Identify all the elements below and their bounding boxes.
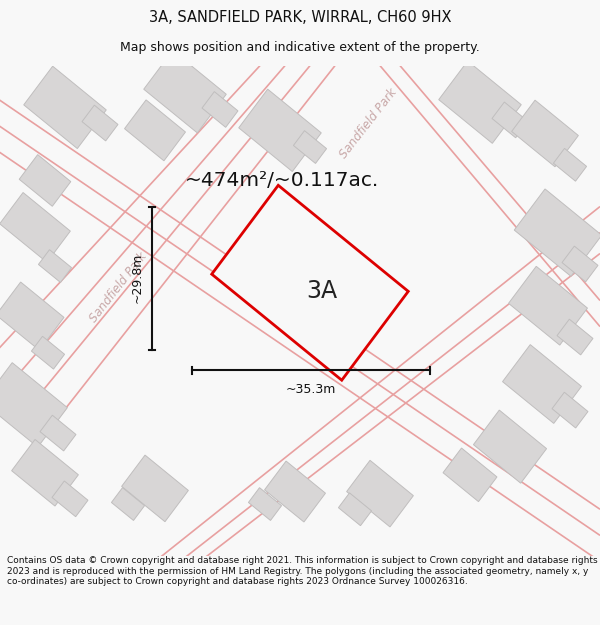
Polygon shape <box>122 455 188 522</box>
Polygon shape <box>509 266 587 345</box>
Polygon shape <box>19 154 71 206</box>
Polygon shape <box>347 461 413 527</box>
Text: Contains OS data © Crown copyright and database right 2021. This information is : Contains OS data © Crown copyright and d… <box>7 556 598 586</box>
Polygon shape <box>212 185 408 380</box>
Polygon shape <box>338 493 371 526</box>
Polygon shape <box>11 439 79 506</box>
Text: 3A: 3A <box>307 279 338 303</box>
Text: ~35.3m: ~35.3m <box>286 383 336 396</box>
Polygon shape <box>293 131 326 164</box>
Polygon shape <box>112 488 145 521</box>
Polygon shape <box>473 410 547 483</box>
Polygon shape <box>503 344 581 423</box>
Text: 3A, SANDFIELD PARK, WIRRAL, CH60 9HX: 3A, SANDFIELD PARK, WIRRAL, CH60 9HX <box>149 10 451 25</box>
Polygon shape <box>38 249 71 282</box>
Polygon shape <box>248 488 281 521</box>
Polygon shape <box>492 102 528 138</box>
Polygon shape <box>0 282 64 350</box>
Polygon shape <box>553 148 587 181</box>
Polygon shape <box>31 336 65 369</box>
Polygon shape <box>512 100 578 167</box>
Polygon shape <box>514 189 600 276</box>
Text: ~29.8m: ~29.8m <box>131 253 144 303</box>
Polygon shape <box>144 51 226 133</box>
Polygon shape <box>202 92 238 128</box>
Polygon shape <box>0 192 70 262</box>
Polygon shape <box>40 415 76 451</box>
Polygon shape <box>0 362 67 447</box>
Polygon shape <box>562 246 598 282</box>
Text: Sandfield Park: Sandfield Park <box>87 249 149 324</box>
Polygon shape <box>24 66 106 149</box>
Polygon shape <box>439 61 521 143</box>
Polygon shape <box>557 319 593 355</box>
Polygon shape <box>443 448 497 502</box>
Polygon shape <box>239 89 321 171</box>
Polygon shape <box>125 100 185 161</box>
Polygon shape <box>82 105 118 141</box>
Polygon shape <box>265 461 325 522</box>
Polygon shape <box>552 392 588 428</box>
Text: Sandfield Park: Sandfield Park <box>337 86 399 161</box>
Text: Map shows position and indicative extent of the property.: Map shows position and indicative extent… <box>120 41 480 54</box>
Polygon shape <box>52 481 88 517</box>
Text: ~474m²/~0.117ac.: ~474m²/~0.117ac. <box>185 171 379 190</box>
